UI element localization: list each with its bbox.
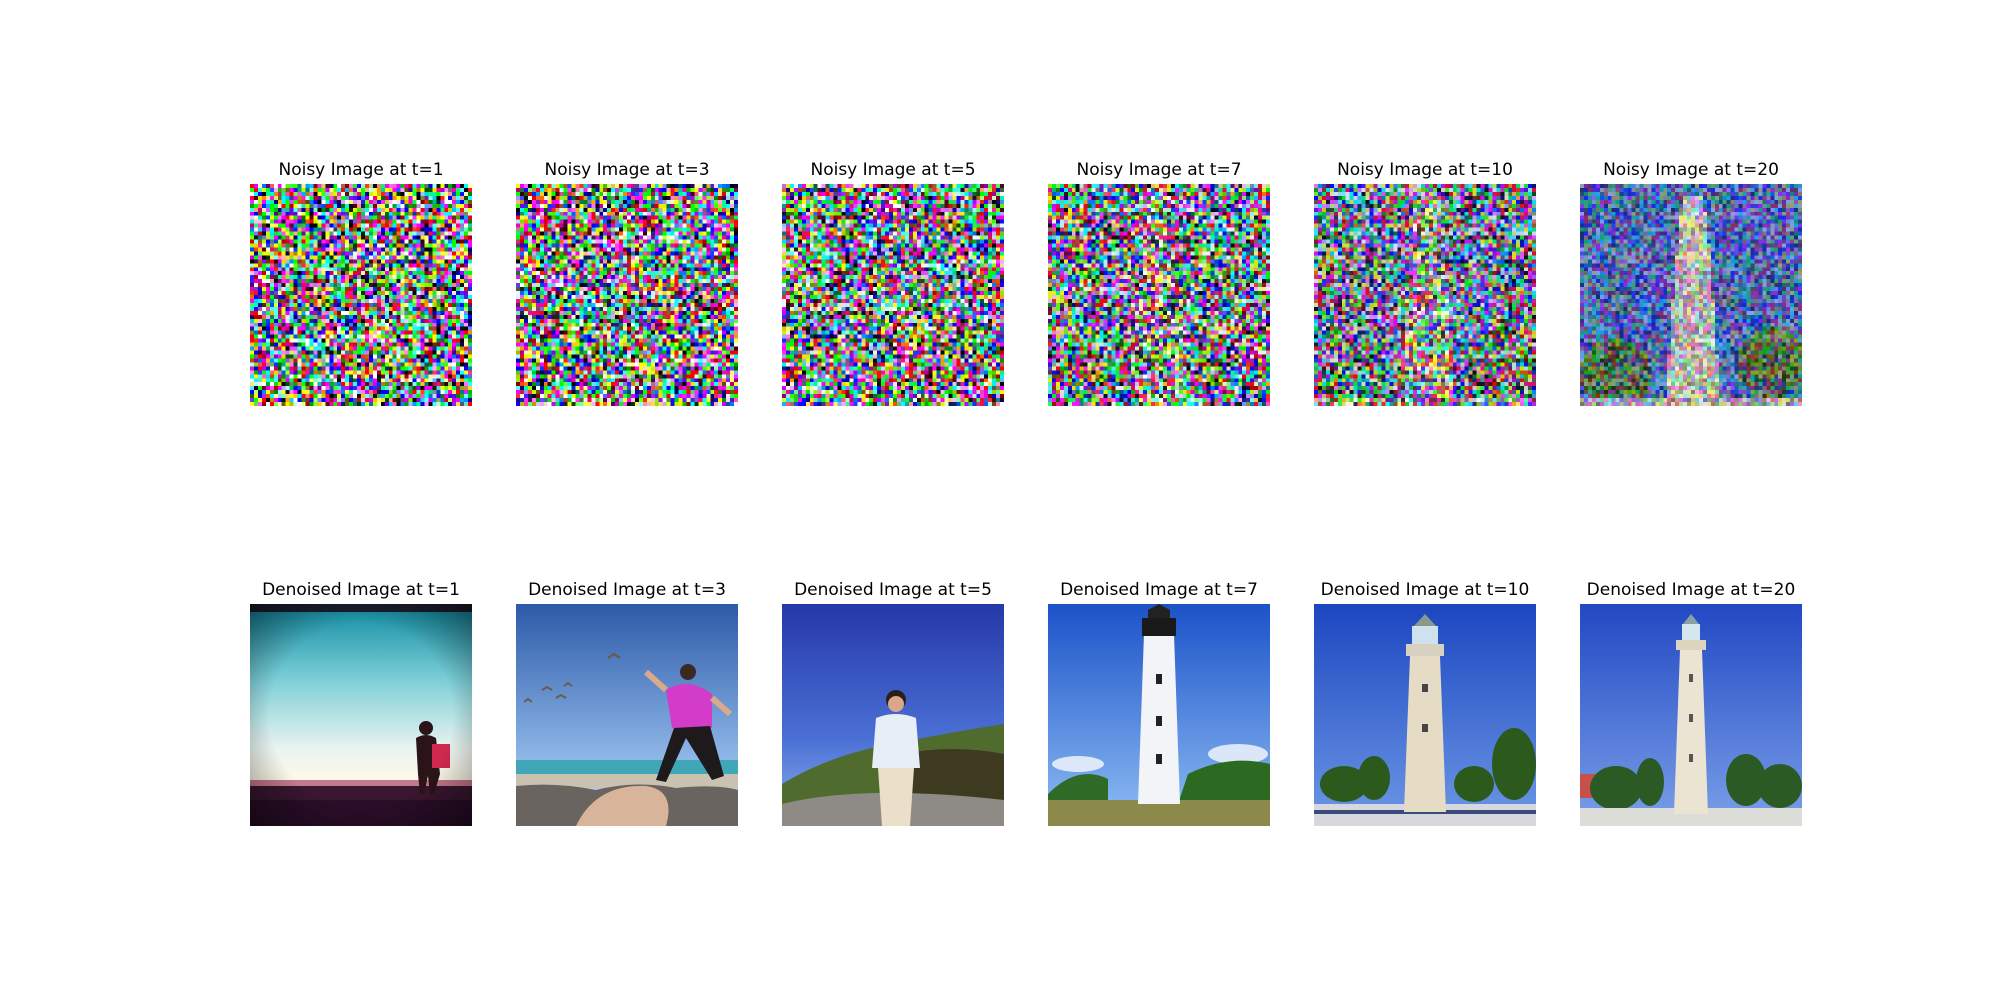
- person: [872, 690, 920, 826]
- denoised-image: [250, 604, 472, 826]
- person-throwing-photo: [516, 604, 738, 826]
- clouds: [1052, 744, 1268, 772]
- panel-title: Denoised Image at t=20: [1586, 580, 1796, 600]
- panel-title: Noisy Image at t=20: [1603, 160, 1779, 180]
- lighthouse-stone-trees-photo: [1580, 604, 1802, 826]
- noise-canvas: [250, 184, 472, 406]
- lighthouse-tower: [1404, 614, 1446, 812]
- noisy-image: [782, 184, 1004, 406]
- panel-title: Noisy Image at t=1: [278, 160, 444, 180]
- panel-title: Denoised Image at t=5: [794, 580, 992, 600]
- noisy-image: [516, 184, 738, 406]
- person: [643, 664, 732, 782]
- birds: [523, 652, 621, 703]
- lighthouse-black-top-photo: [1048, 604, 1270, 826]
- noise-canvas: [782, 184, 1004, 406]
- panel-title: Denoised Image at t=1: [262, 580, 460, 600]
- noisy-image: [1048, 184, 1270, 406]
- panel-title: Noisy Image at t=7: [1076, 160, 1242, 180]
- denoised-image: [516, 604, 738, 826]
- trees: [1590, 754, 1802, 810]
- noise-canvas: [1048, 184, 1270, 406]
- panel-title: Noisy Image at t=3: [544, 160, 710, 180]
- noise-canvas: [1314, 184, 1536, 406]
- lighthouse-tower: [1674, 614, 1708, 814]
- noise-canvas: [516, 184, 738, 406]
- denoised-image: [1580, 604, 1802, 826]
- lighthouse-tower: [1138, 604, 1180, 804]
- denoised-image: [782, 604, 1004, 826]
- lighthouse-stone-photo: [1314, 604, 1536, 826]
- panel-title: Denoised Image at t=10: [1320, 580, 1530, 600]
- panel-title: Denoised Image at t=3: [528, 580, 726, 600]
- beach-silhouette-photo: [250, 604, 472, 826]
- denoised-image: [1314, 604, 1536, 826]
- trees: [1320, 728, 1536, 802]
- panel-title: Denoised Image at t=7: [1060, 580, 1258, 600]
- noisy-image: [250, 184, 472, 406]
- person-standing-photo: [782, 604, 1004, 826]
- denoised-image: [1048, 604, 1270, 826]
- noisy-image: [1580, 184, 1802, 406]
- rock: [576, 785, 669, 826]
- panel-title: Noisy Image at t=5: [810, 160, 976, 180]
- noise-canvas: [1580, 184, 1802, 406]
- panel-title: Noisy Image at t=10: [1337, 160, 1513, 180]
- noisy-image: [1314, 184, 1536, 406]
